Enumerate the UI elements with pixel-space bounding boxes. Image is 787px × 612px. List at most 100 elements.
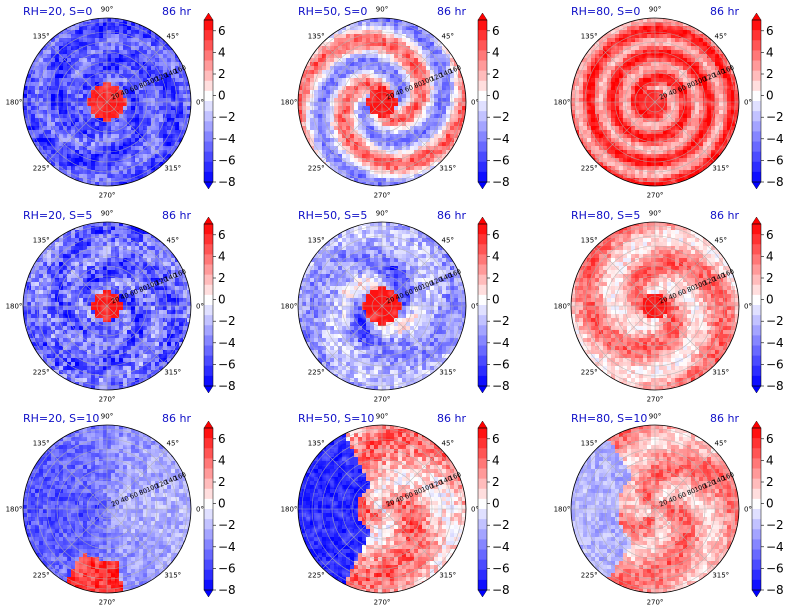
colorbar-segment — [752, 90, 761, 102]
colorbar-tick-label: −4 — [218, 132, 236, 146]
field-cell — [23, 70, 28, 75]
field-cell — [306, 146, 311, 151]
colorbar-tick-label: −8 — [218, 175, 236, 189]
colorbar-segment — [478, 131, 487, 142]
field-cell — [31, 258, 36, 263]
field-cell — [27, 138, 32, 143]
colorbar-segment — [752, 30, 761, 41]
field-cell — [306, 54, 311, 59]
angular-tick-label: 270° — [647, 192, 664, 200]
colorbar-segment — [752, 70, 761, 82]
colorbar-segment — [752, 20, 761, 31]
colorbar-segment — [478, 101, 487, 112]
angular-gridline — [381, 101, 442, 162]
polar-frame — [22, 17, 192, 187]
field-cell — [454, 54, 459, 59]
angular-tick-label: 315° — [712, 164, 729, 172]
angular-tick-label: 90° — [376, 6, 388, 14]
field-cell — [683, 18, 688, 23]
field-cell — [314, 42, 319, 47]
field-cell — [334, 174, 339, 179]
field-cell — [410, 182, 415, 186]
panel-title: RH=80, S=0 — [571, 5, 640, 18]
field-cell — [571, 70, 576, 75]
colorbar-tick-label: 2 — [766, 67, 774, 81]
angular-tick-label: 0° — [744, 99, 752, 107]
polar-panel: 204060801001201401600°45°90°135°180°225°… — [554, 5, 784, 200]
field-cell — [59, 230, 64, 235]
colorbar-tick-label: 2 — [492, 67, 500, 81]
angular-gridline — [322, 101, 383, 162]
colorbar-segment — [204, 20, 213, 31]
colorbar-segment — [204, 90, 213, 102]
colorbar-tick-label: −2 — [766, 110, 784, 124]
field-cell — [350, 182, 355, 186]
angular-gridline — [595, 101, 656, 162]
colorbar-tick-label: 0 — [766, 89, 774, 103]
angular-tick-label: 0° — [196, 99, 204, 107]
field-cell — [575, 138, 580, 143]
field-cell — [342, 22, 347, 27]
colorbar-segment — [478, 161, 487, 173]
field-cell — [67, 226, 72, 231]
field-cell — [426, 174, 431, 179]
colorbar-frame — [751, 19, 762, 183]
field-cell — [135, 18, 140, 23]
colorbar-segment — [204, 30, 213, 41]
colorbar-segment — [752, 141, 761, 153]
field-cell — [179, 258, 184, 263]
field-cell — [75, 222, 80, 227]
angular-tick-label: 180° — [6, 99, 23, 107]
angular-tick-label: 225° — [581, 164, 598, 172]
colorbar-extend-min — [203, 181, 214, 190]
radial-tick-label: 20 — [658, 91, 669, 102]
colorbar-segment — [752, 40, 761, 51]
field-cell — [350, 18, 355, 23]
field-cell — [731, 138, 736, 143]
field-cell — [454, 146, 459, 151]
panel-time: 86 hr — [162, 5, 191, 18]
field-cell — [735, 70, 739, 75]
colorbar-tick-label: 6 — [492, 24, 500, 38]
field-cell — [579, 146, 584, 151]
colorbar-segment — [204, 70, 213, 82]
angular-tick-label: 135° — [581, 33, 598, 41]
angular-gridline — [106, 101, 167, 162]
polar-panel: 204060801001201401600°45°90°135°180°225°… — [281, 5, 510, 200]
colorbar-tick-label: −8 — [766, 175, 784, 189]
angular-tick-label: 180° — [281, 99, 298, 107]
colorbar-segment — [478, 40, 487, 51]
field-cell — [607, 174, 612, 179]
angular-tick-label: 45° — [715, 33, 727, 41]
field-cell — [446, 158, 451, 163]
colorbar-segment — [478, 60, 487, 72]
field-cell — [623, 182, 628, 186]
field-cell — [59, 26, 64, 31]
radial-tick-label: 80 — [413, 80, 424, 91]
colorbar-tick-label: −6 — [218, 153, 236, 167]
field-cell — [462, 70, 466, 75]
colorbar-segment — [478, 30, 487, 41]
field-cell — [39, 158, 44, 163]
field-cell — [59, 174, 64, 179]
colorbar-segment — [478, 151, 487, 163]
polar-frame — [297, 17, 467, 187]
field-cell — [462, 130, 466, 135]
colorbar-segment — [204, 80, 213, 92]
radial-tick-label: 40 — [667, 87, 678, 98]
field-cell — [691, 22, 696, 27]
angular-gridline — [654, 101, 715, 162]
colorbar-segment — [752, 50, 761, 61]
radial-tick-label: 60 — [404, 83, 415, 94]
colorbar-frame — [203, 19, 214, 183]
colorbar-tick-label: −4 — [766, 132, 784, 146]
angular-tick-label: 45° — [167, 33, 179, 41]
field-cell — [171, 158, 176, 163]
field-cell — [143, 226, 148, 231]
colorbar-extend-max — [203, 12, 214, 21]
field-cell — [67, 178, 72, 183]
field-cell — [410, 18, 415, 23]
colorbar-tick-label: 4 — [218, 45, 226, 59]
field-cell — [143, 178, 148, 183]
